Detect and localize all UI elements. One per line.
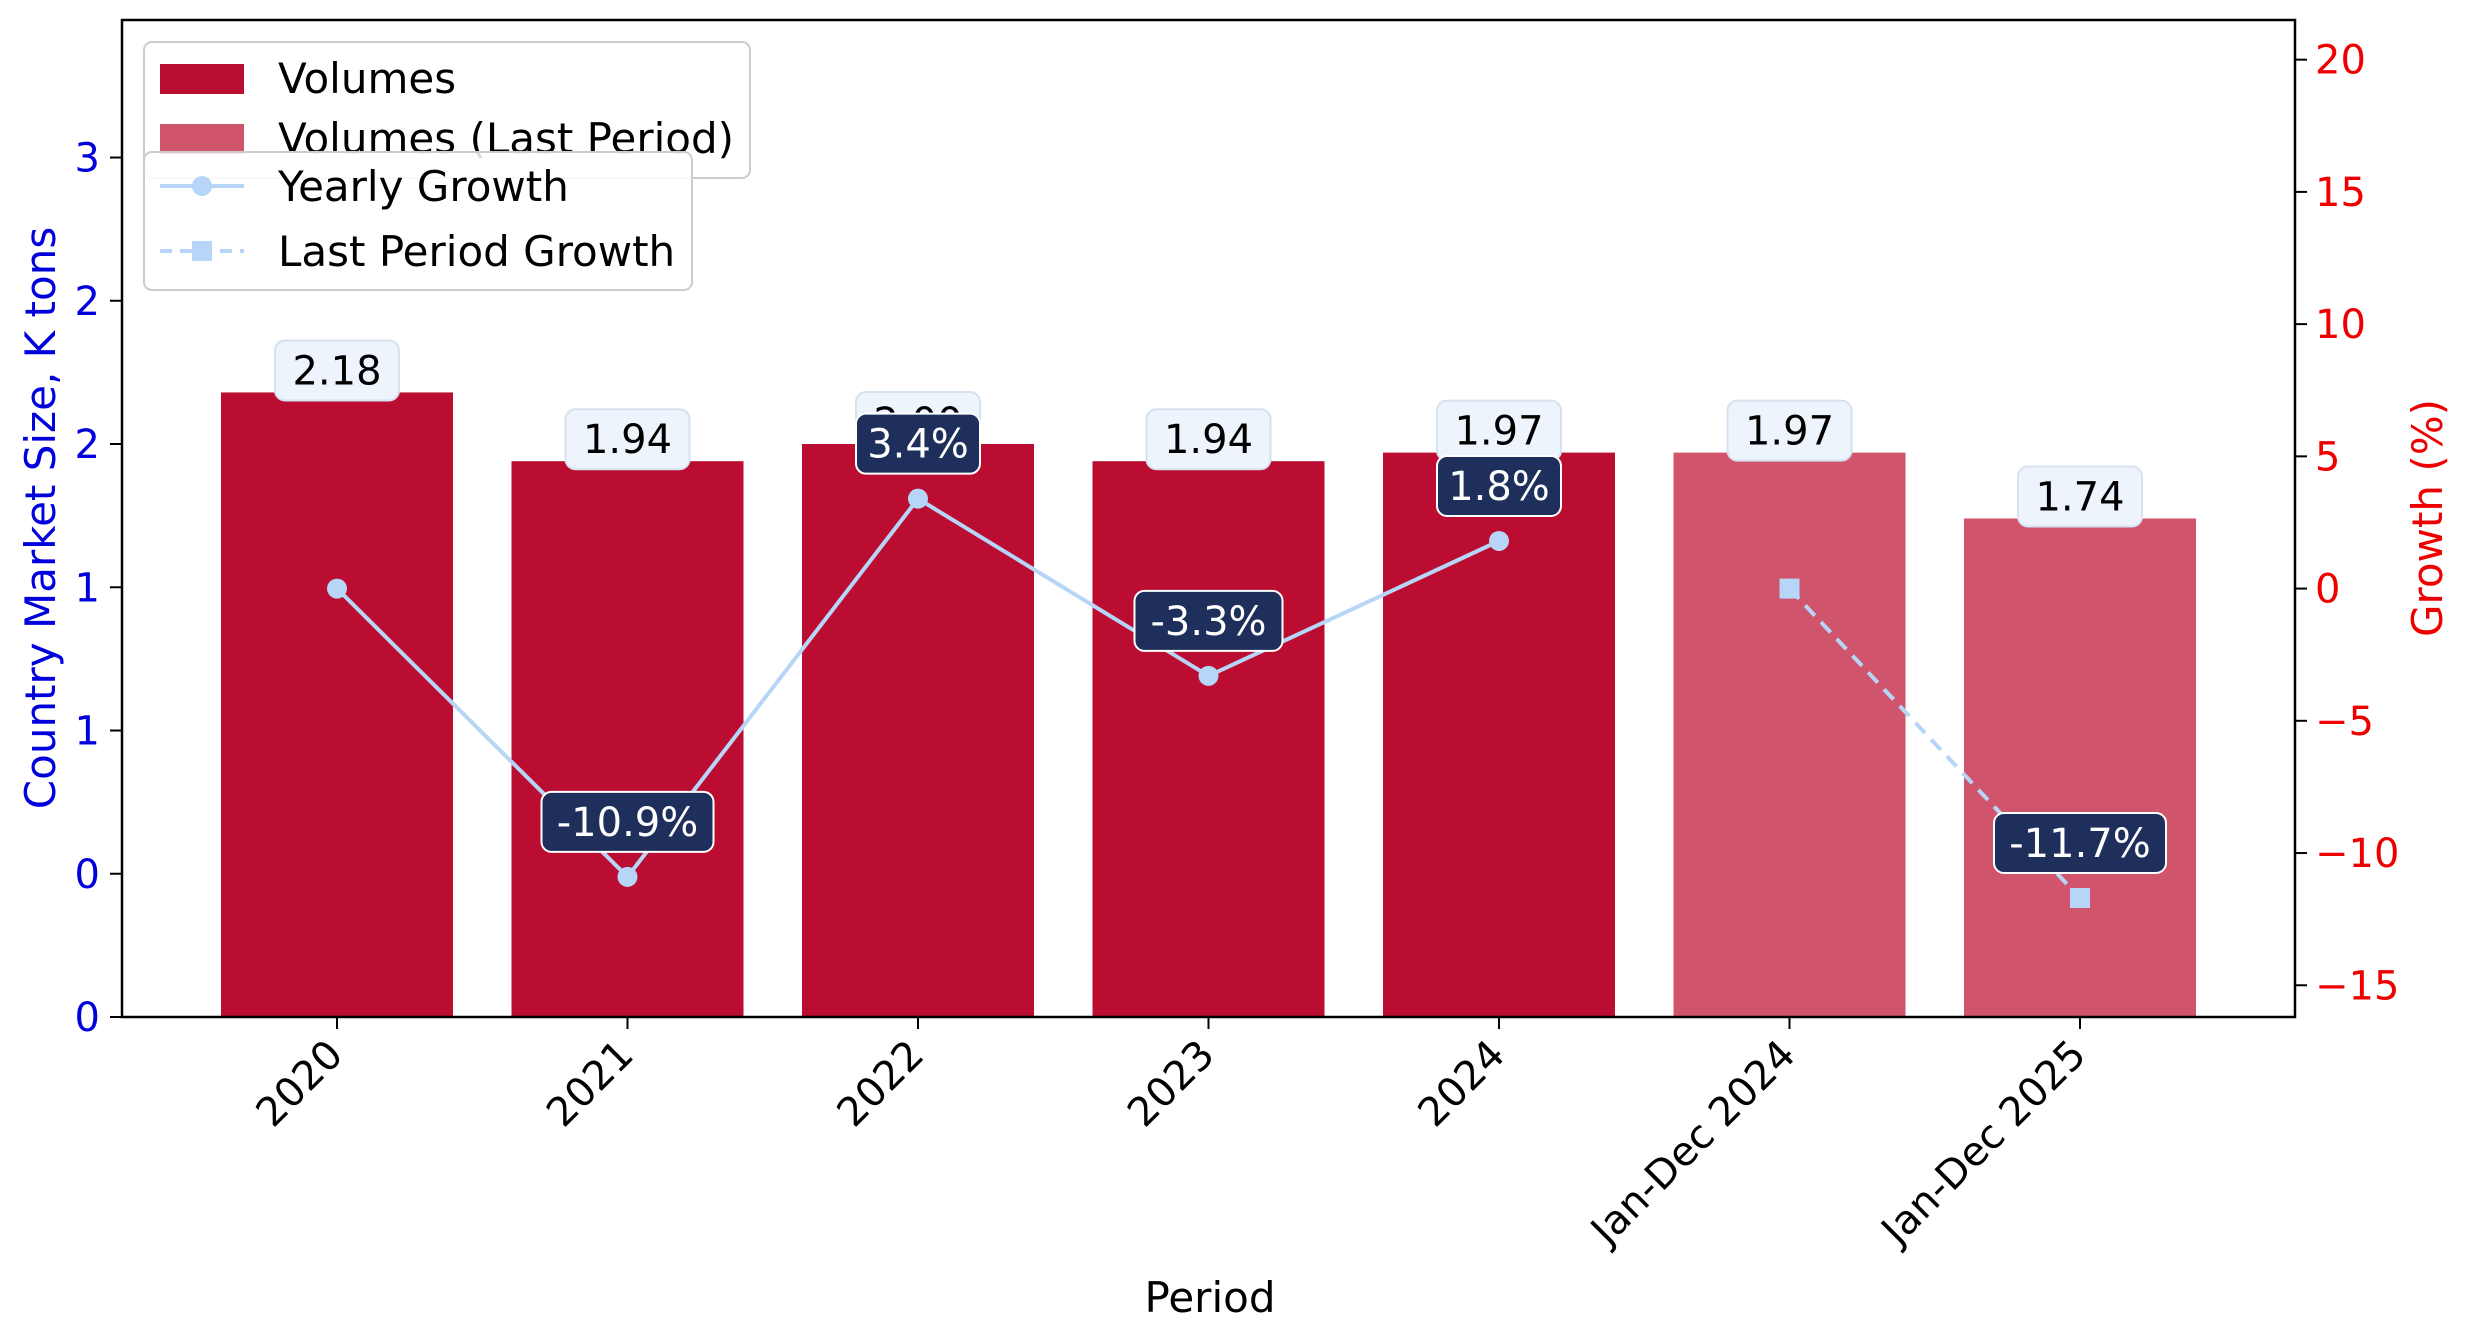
bars-layer bbox=[221, 392, 2196, 1018]
growth-value-label-2021-text: -10.9% bbox=[557, 800, 699, 846]
x-tick-label-2021: 2021 bbox=[538, 1032, 643, 1137]
left-tick-label: 3 bbox=[75, 136, 100, 182]
bar-value-label-jan-dec-2025-text: 1.74 bbox=[2035, 475, 2124, 521]
bar-volumes-2022 bbox=[802, 444, 1034, 1018]
left-tick-label: 2 bbox=[75, 279, 100, 325]
yearly-growth-point-2024 bbox=[1489, 530, 1509, 551]
bar-value-label-jan-dec-2024-text: 1.97 bbox=[1745, 409, 1834, 455]
bar-value-label-jan-dec-2025: 1.74 bbox=[2017, 465, 2143, 528]
left-axis-title: Country Market Size, K tons bbox=[16, 227, 65, 809]
bar-value-label-jan-dec-2024: 1.97 bbox=[1726, 399, 1853, 462]
yearly-growth-point-2020 bbox=[327, 578, 347, 599]
right-tick-label: −15 bbox=[2315, 963, 2399, 1009]
bar-value-label-2024: 1.97 bbox=[1436, 399, 1562, 462]
bar-value-label-2020-text: 2.18 bbox=[292, 348, 381, 394]
left-tick-label: 0 bbox=[75, 852, 100, 898]
legend-swatch-volumes-last-period bbox=[160, 124, 244, 154]
x-tick-label-jan-dec-2025: Jan-Dec 2025 bbox=[1871, 1032, 2095, 1256]
left-tick-label: 1 bbox=[75, 709, 100, 755]
legend-growth-frame bbox=[143, 151, 693, 291]
bar-volumes-last-period-jan-dec-2025 bbox=[1964, 518, 2196, 1017]
x-tick-label-2024: 2024 bbox=[1410, 1032, 1515, 1137]
growth-value-label-jan-dec-2025: -11.7% bbox=[1993, 811, 2167, 874]
legend-label-volumes: Volumes bbox=[278, 54, 456, 103]
right-tick-label: 15 bbox=[2315, 170, 2366, 216]
left-tick-label: 0 bbox=[75, 995, 100, 1041]
legend-marker-yearly-growth bbox=[192, 176, 212, 196]
right-tick-label: −5 bbox=[2315, 699, 2374, 745]
growth-value-label-2021: -10.9% bbox=[540, 790, 715, 853]
bar-value-label-2023: 1.94 bbox=[1145, 408, 1272, 471]
growth-value-label-2023: -3.3% bbox=[1133, 589, 1284, 652]
bar-value-label-2024-text: 1.97 bbox=[1454, 409, 1543, 455]
right-tick-label: −10 bbox=[2315, 831, 2399, 877]
last-period-growth-point-jan-dec-2025 bbox=[2070, 887, 2090, 908]
bar-value-label-jan-dec-2025-box bbox=[2017, 465, 2143, 528]
legend-label-last-period-growth: Last Period Growth bbox=[278, 227, 675, 276]
bar-value-label-2023-box bbox=[1145, 408, 1272, 471]
growth-value-label-2022-text: 3.4% bbox=[867, 422, 969, 468]
bar-value-label-2023-text: 1.94 bbox=[1164, 417, 1253, 463]
x-tick-label-2023: 2023 bbox=[1119, 1032, 1224, 1137]
growth-value-label-jan-dec-2025-box bbox=[1993, 811, 2167, 874]
bar-value-label-jan-dec-2024-box bbox=[1726, 399, 1853, 462]
left-tick-label: 2 bbox=[75, 422, 100, 468]
growth-value-label-2023-text: -3.3% bbox=[1150, 599, 1266, 645]
yearly-growth-point-2022 bbox=[908, 488, 928, 509]
growth-value-label-2024-box bbox=[1436, 454, 1562, 517]
legend-marker-last-period-growth bbox=[192, 241, 212, 261]
x-tick-label-2022: 2022 bbox=[829, 1032, 934, 1137]
bar-value-label-2021-box bbox=[564, 408, 691, 471]
labels-layer: 2.181.942.001.941.971.971.74-10.9%3.4%-3… bbox=[274, 339, 2167, 874]
x-tick-label-jan-dec-2024: Jan-Dec 2024 bbox=[1580, 1032, 1804, 1256]
yearly-growth-point-2021 bbox=[617, 866, 638, 887]
bar-value-label-2021: 1.94 bbox=[564, 408, 691, 471]
growth-value-label-2024-text: 1.8% bbox=[1448, 464, 1550, 510]
left-tick-label: 1 bbox=[75, 565, 100, 611]
growth-value-label-2023-box bbox=[1133, 589, 1284, 652]
bar-value-label-2021-text: 1.94 bbox=[583, 417, 672, 463]
last-period-growth-point-jan-dec-2024 bbox=[1779, 578, 1800, 599]
yearly-growth-point-2023 bbox=[1198, 665, 1219, 686]
bar-volumes-last-period-jan-dec-2024 bbox=[1673, 452, 1906, 1017]
right-tick-label: 0 bbox=[2315, 567, 2340, 613]
right-tick-label: 20 bbox=[2315, 38, 2366, 84]
x-tick-label-2020: 2020 bbox=[248, 1032, 353, 1137]
growth-value-label-jan-dec-2025-text: -11.7% bbox=[2009, 821, 2151, 867]
bar-value-label-2020: 2.18 bbox=[274, 339, 400, 402]
growth-value-label-2022-box bbox=[855, 412, 981, 475]
right-tick-label: 10 bbox=[2315, 302, 2366, 348]
growth-value-label-2022: 3.4% bbox=[855, 412, 981, 475]
legend-label-yearly-growth: Yearly Growth bbox=[277, 162, 569, 211]
right-tick-label: 5 bbox=[2315, 434, 2340, 480]
growth-value-label-2024: 1.8% bbox=[1436, 454, 1562, 517]
bar-volumes-2023 bbox=[1092, 461, 1325, 1017]
legend-swatch-volumes bbox=[160, 64, 244, 94]
right-axis-title: Growth (%) bbox=[2403, 399, 2452, 637]
bar-value-label-2020-box bbox=[274, 339, 400, 402]
bar-volumes-2021 bbox=[511, 461, 744, 1017]
x-axis-title: Period bbox=[1145, 1273, 1276, 1322]
bar-volumes-2020 bbox=[221, 392, 453, 1018]
growth-value-label-2021-box bbox=[540, 790, 715, 853]
